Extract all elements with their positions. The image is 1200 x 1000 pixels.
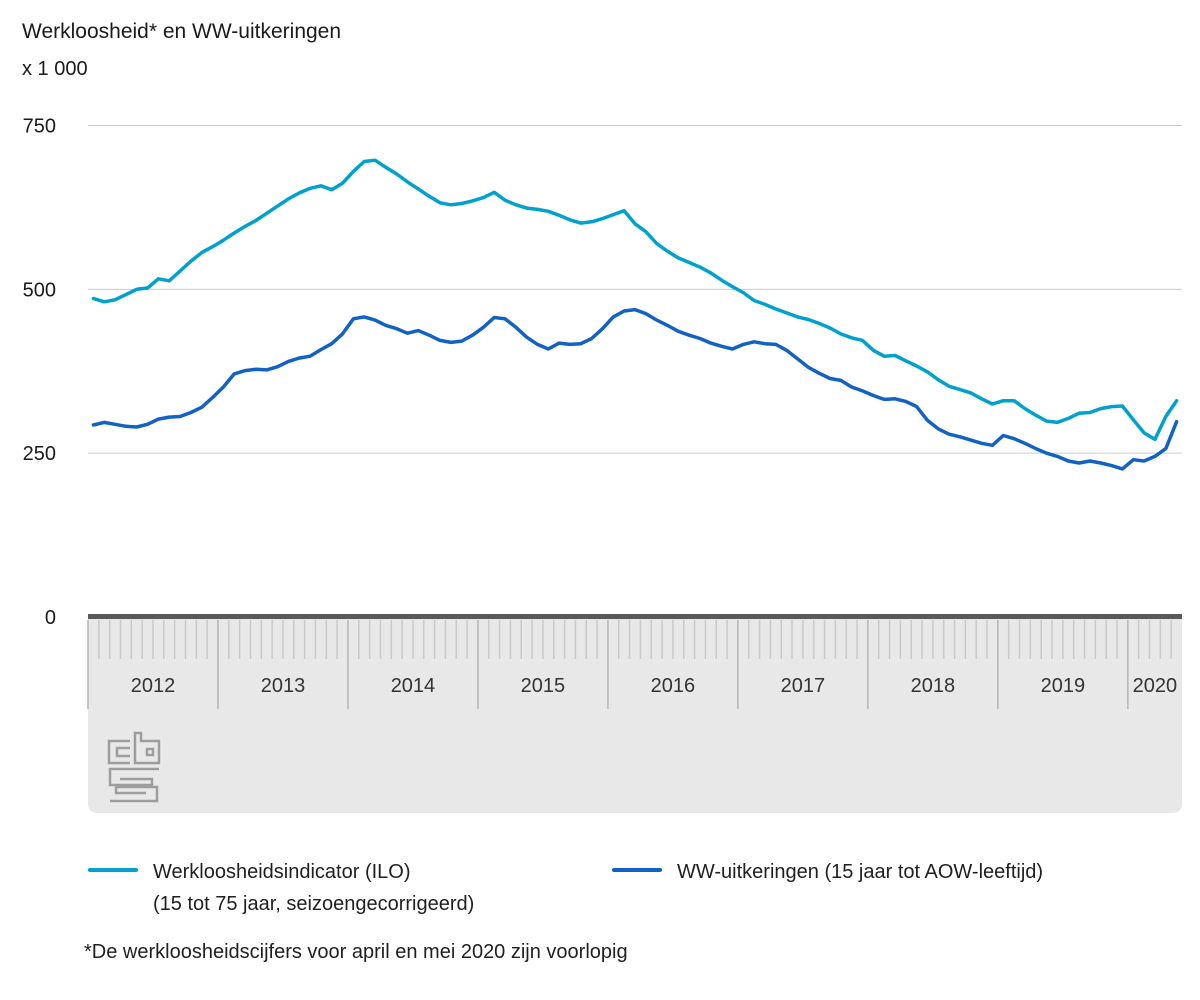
y-tick-label: 250 [23,443,56,465]
chart-svg: 750 500 250 0 2012 2013 2014 2015 2016 2017 2018 20… [23,116,1182,813]
legend-item-ww: WW-uitkeringen (15 jaar tot AOW-leeftijd… [612,856,1043,888]
cbs-logo [107,731,161,803]
legend-swatch-ilo [88,868,138,872]
x-year-label: 2020 [1133,675,1178,697]
x-year-label: 2013 [261,675,306,697]
chart-legend: Werkloosheidsindicator (ILO) (15 tot 75 … [0,856,1200,936]
x-year-label: 2017 [781,675,826,697]
legend-item-ilo: Werkloosheidsindicator (ILO) (15 tot 75 … [88,856,474,920]
x-year-label: 2014 [391,675,436,697]
series-line-ww [91,307,1179,471]
y-tick-label: 500 [23,279,56,301]
y-tick-label: 0 [45,607,56,629]
x-year-label: 2018 [911,675,956,697]
chart-area: 750 500 250 0 2012 2013 2014 2015 2016 2017 2018 20… [23,116,1182,813]
legend-swatch-ww [612,868,662,872]
x-year-label: 2019 [1041,675,1086,697]
legend-label-ilo-line2: (15 tot 75 jaar, seizoengecorrigeerd) [153,893,475,915]
x-year-label: 2015 [521,675,566,697]
series-line-ilo [91,158,1179,442]
page-title: Werkloosheid* en WW-uitkeringen [22,20,342,43]
legend-label-ilo-line1: Werkloosheidsindicator (ILO) [153,861,411,883]
x-year-label: 2012 [131,675,176,697]
y-tick-label: 750 [23,116,56,138]
x-year-label: 2016 [651,675,696,697]
footnote: *De werkloosheidscijfers voor april en m… [84,941,628,963]
legend-label-ww: WW-uitkeringen (15 jaar tot AOW-leeftijd… [677,861,1044,883]
unit-label: x 1 000 [22,58,88,80]
chart-render-target: 750 500 250 0 2012 2013 2014 2015 2016 2017 2018 20… [23,116,1182,813]
